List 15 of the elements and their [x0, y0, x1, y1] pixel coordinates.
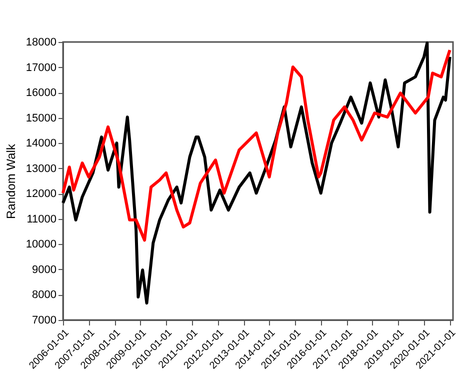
y-tick-label: 7000 [32, 314, 56, 326]
y-tick-label: 10000 [26, 238, 56, 251]
line-series [62, 48, 452, 242]
y-axis-title: Random Walk [4, 143, 18, 219]
y-tick-label: 8000 [32, 289, 56, 302]
line-series [62, 42, 452, 305]
y-tick-label: 13000 [26, 162, 56, 175]
y-tick-label: 15000 [26, 112, 56, 124]
y-tick-label: 18000 [26, 36, 56, 48]
y-tick-label: 14000 [26, 138, 56, 150]
y-tick-label: 11000 [26, 213, 56, 226]
y-tick-label: 12000 [26, 188, 56, 200]
y-tick-label: 9000 [32, 264, 56, 276]
y-tick-label: 16000 [26, 87, 56, 100]
y-tick-label: 17000 [26, 62, 56, 74]
